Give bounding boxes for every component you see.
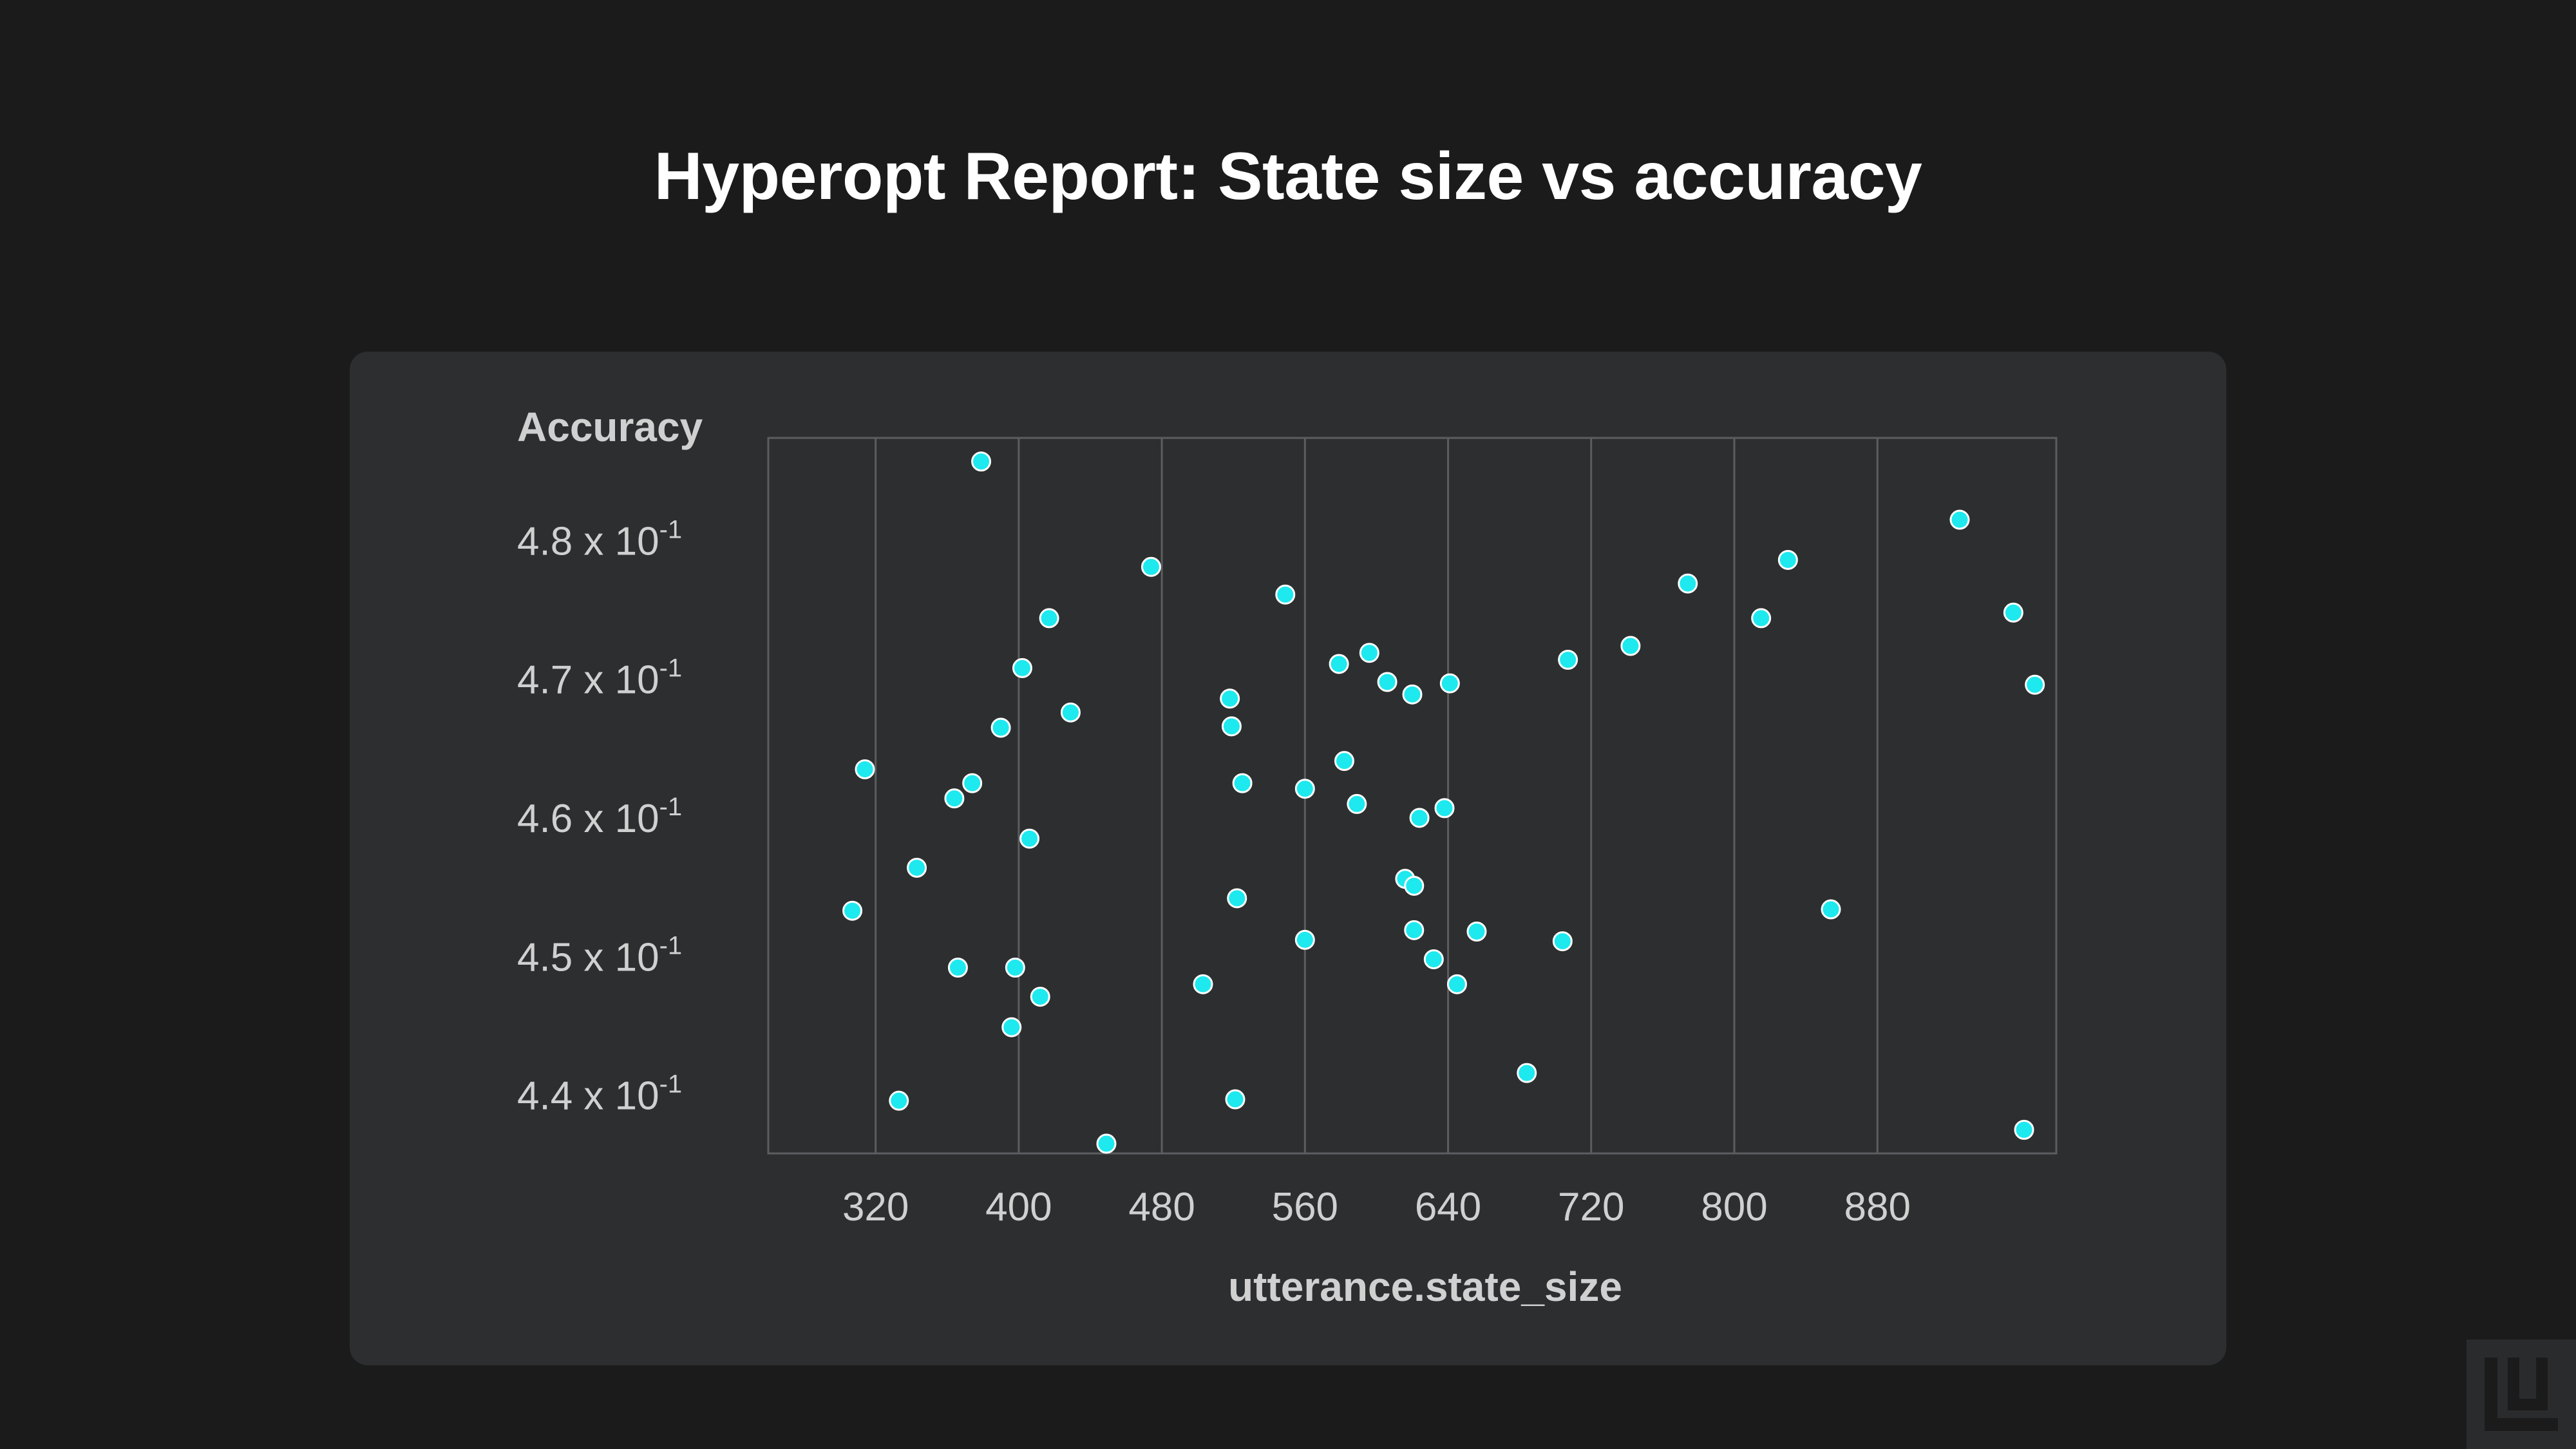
x-tick-label: 720 xyxy=(1558,1185,1624,1229)
data-point xyxy=(1005,957,1025,978)
data-point xyxy=(962,773,983,793)
data-point xyxy=(1193,974,1213,994)
data-point xyxy=(1678,573,1698,594)
data-point xyxy=(1751,608,1772,629)
data-point xyxy=(1060,702,1081,723)
data-point xyxy=(1294,929,1315,950)
y-axis-label: Accuracy xyxy=(517,404,703,450)
brand-logo-icon xyxy=(2467,1340,2576,1449)
data-point xyxy=(1404,920,1425,940)
data-point xyxy=(1294,779,1315,799)
data-point xyxy=(1232,773,1253,793)
data-point xyxy=(944,788,965,809)
data-point xyxy=(1777,549,1798,570)
x-tick-label: 880 xyxy=(1844,1185,1910,1229)
data-point xyxy=(1221,716,1242,737)
data-point xyxy=(889,1090,909,1111)
data-point xyxy=(1329,654,1349,674)
data-point xyxy=(1466,922,1487,942)
x-tick-label: 400 xyxy=(985,1185,1052,1229)
y-tick-label: 4.8 x 10-1 xyxy=(517,515,682,564)
data-point xyxy=(1517,1063,1537,1083)
data-point xyxy=(1359,643,1379,663)
plot-frame xyxy=(767,437,2058,1155)
data-point xyxy=(1227,888,1247,909)
x-tick-label: 320 xyxy=(842,1185,909,1229)
data-point xyxy=(1012,658,1032,678)
data-point xyxy=(1558,649,1578,670)
data-point xyxy=(1821,899,1841,920)
data-point xyxy=(1402,684,1423,705)
data-point xyxy=(990,717,1011,738)
data-point xyxy=(907,857,927,878)
data-point xyxy=(1220,688,1240,709)
data-point xyxy=(1446,974,1467,994)
x-tick-label: 480 xyxy=(1128,1185,1195,1229)
data-point xyxy=(1949,509,1970,530)
y-tick-label: 4.4 x 10-1 xyxy=(517,1070,682,1119)
data-point xyxy=(1404,875,1425,896)
data-point xyxy=(1019,828,1040,849)
data-point xyxy=(1423,949,1444,970)
data-point xyxy=(971,451,992,472)
data-point xyxy=(1334,751,1354,772)
data-point xyxy=(1225,1089,1245,1110)
data-point xyxy=(1620,636,1641,656)
x-axis-label: utterance.state_size xyxy=(1228,1264,1622,1310)
data-point xyxy=(1039,608,1059,629)
data-point xyxy=(2025,674,2045,695)
x-tick-label: 640 xyxy=(1415,1185,1481,1229)
page-title: Hyperopt Report: State size vs accuracy xyxy=(654,139,1922,214)
y-tick-label: 4.6 x 10-1 xyxy=(517,793,682,841)
data-point xyxy=(1001,1017,1022,1037)
data-point xyxy=(947,957,968,978)
data-point xyxy=(1275,584,1296,605)
y-tick-label: 4.5 x 10-1 xyxy=(517,931,682,980)
data-point xyxy=(2014,1119,2034,1140)
data-point xyxy=(1377,672,1397,692)
data-point xyxy=(1409,808,1430,828)
data-point xyxy=(1141,556,1161,577)
data-point xyxy=(855,759,875,780)
x-tick-label: 800 xyxy=(1701,1185,1767,1229)
y-tick-label: 4.7 x 10-1 xyxy=(517,654,682,703)
data-point xyxy=(2003,602,2023,623)
data-point xyxy=(1096,1133,1117,1154)
data-point xyxy=(1439,673,1460,694)
chart-panel xyxy=(350,352,2226,1365)
data-point xyxy=(1347,793,1367,814)
data-point xyxy=(1434,798,1455,819)
data-point xyxy=(1552,931,1573,952)
data-point xyxy=(1030,987,1050,1007)
data-point xyxy=(842,900,863,921)
x-tick-label: 560 xyxy=(1272,1185,1338,1229)
